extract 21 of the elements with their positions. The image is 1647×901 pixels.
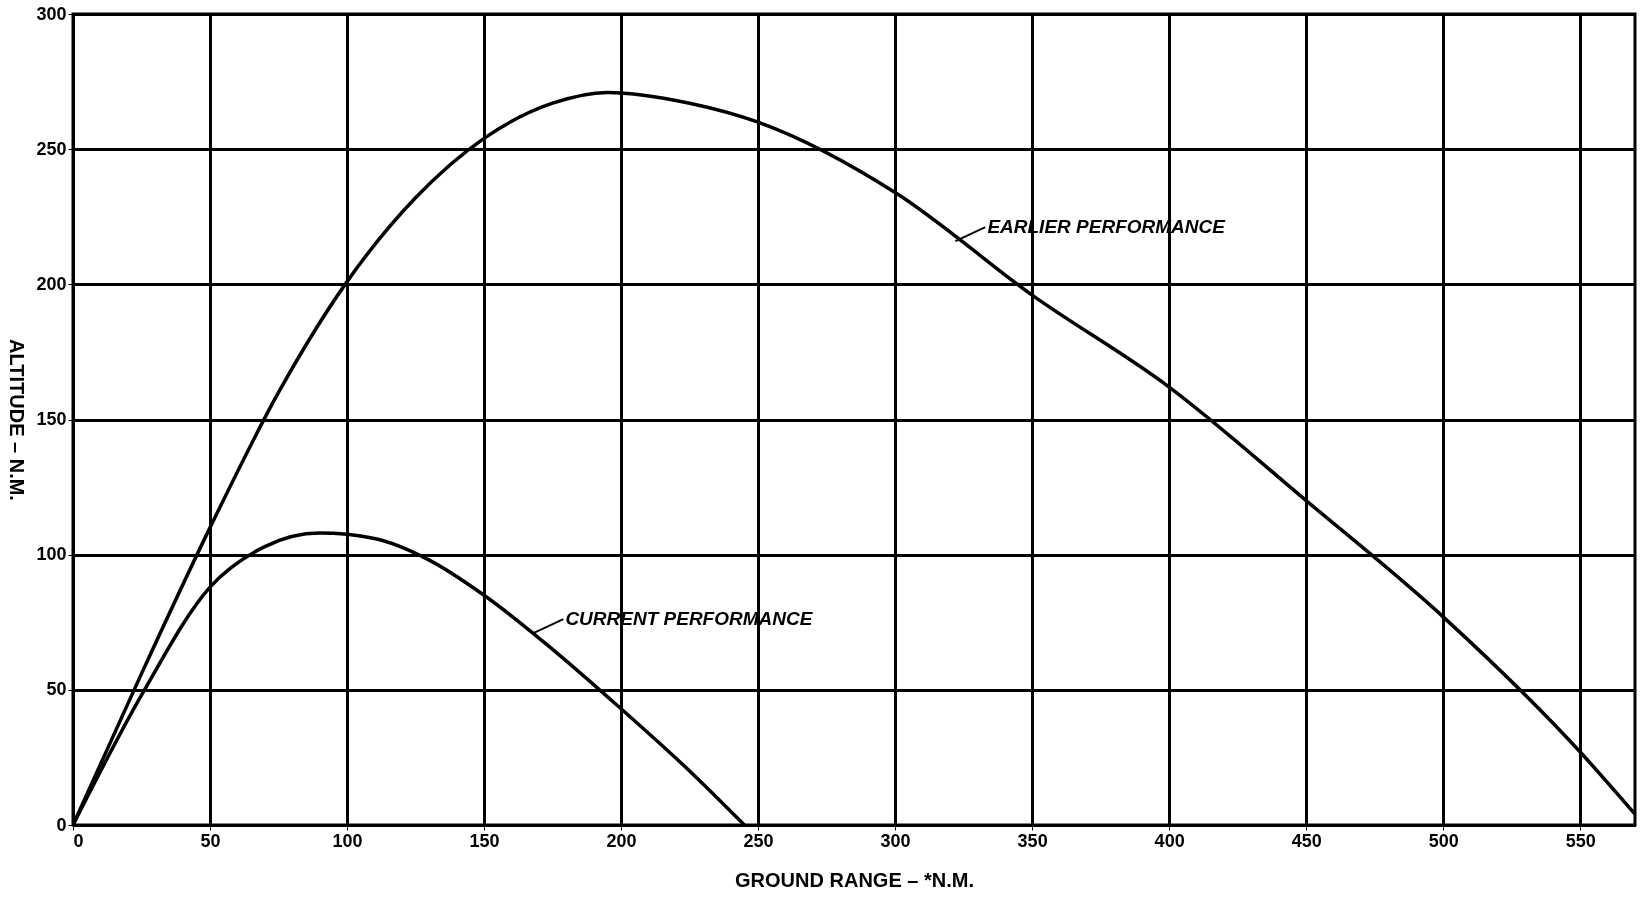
y-tick-label: 300 xyxy=(36,3,67,24)
x-tick-label: 350 xyxy=(1017,830,1048,851)
x-tick-label: 50 xyxy=(200,830,221,851)
y-tick-label: 250 xyxy=(36,138,67,159)
x-tick-label: 550 xyxy=(1565,830,1596,851)
x-tick-label: 200 xyxy=(606,830,637,851)
x-tick-label: 150 xyxy=(469,830,500,851)
x-tick-label: 250 xyxy=(743,830,774,851)
y-tick-label: 200 xyxy=(36,273,67,294)
x-tick-label: 300 xyxy=(880,830,911,851)
x-tick-label: 100 xyxy=(332,830,363,851)
y-tick-label: 150 xyxy=(36,409,67,429)
y-axis-title: ALTITUDE – N.M. xyxy=(6,339,29,501)
y-tick-label: 0 xyxy=(56,814,67,835)
x-tick-label: 0 xyxy=(73,830,84,851)
x-axis-title: GROUND RANGE – *N.M. xyxy=(735,868,974,891)
y-tick-label: 50 xyxy=(46,679,67,700)
x-tick-label: 450 xyxy=(1291,830,1322,851)
y-tick-label: 100 xyxy=(36,544,67,565)
x-tick-label: 500 xyxy=(1428,830,1459,851)
x-tick-label: 400 xyxy=(1154,830,1185,851)
